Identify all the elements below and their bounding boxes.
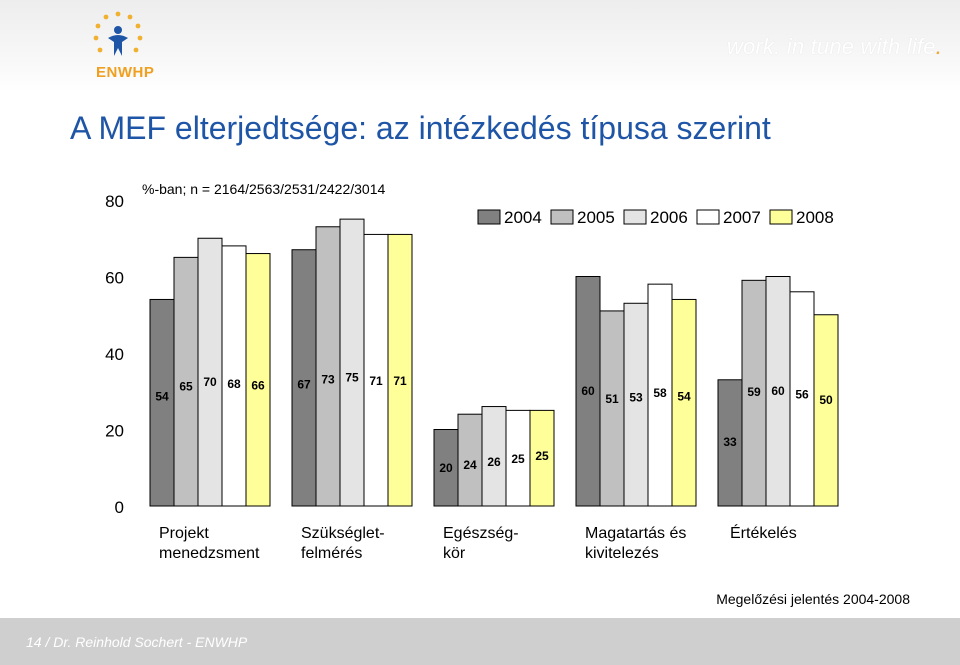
footer-text: 14 / Dr. Reinhold Sochert - ENWHP (26, 634, 248, 650)
bar-value-label: 56 (795, 388, 809, 402)
category-label: menedzsment (159, 545, 260, 562)
bar-2006 (197, 237, 223, 507)
bar-value-label: 75 (345, 371, 359, 385)
bar-2006 (623, 302, 649, 507)
page-title: A MEF elterjedtsége: az intézkedés típus… (70, 110, 771, 146)
category-label: Projekt (159, 525, 209, 542)
bar-value-label: 70 (203, 375, 217, 389)
bar-value-label: 54 (677, 389, 691, 403)
bar-value-label: 60 (581, 384, 595, 398)
bar-value-label: 54 (155, 389, 169, 403)
bar-2005 (599, 310, 625, 507)
bar-value-label: 51 (605, 392, 619, 406)
legend-label: 2008 (796, 208, 834, 227)
bar-2008 (529, 409, 555, 507)
bar-value-label: 71 (369, 374, 383, 388)
legend-label: 2004 (504, 208, 542, 227)
bar-2008 (387, 233, 413, 507)
bar-2007 (789, 291, 815, 507)
y-tick-label: 40 (105, 345, 124, 364)
bar-value-label: 53 (629, 390, 643, 404)
bar-value-label: 66 (251, 379, 265, 393)
bar-2008 (813, 314, 839, 507)
bar-2007 (363, 233, 389, 507)
legend-label: 2005 (577, 208, 615, 227)
bar-2007 (505, 409, 531, 507)
bar-2004 (575, 276, 601, 507)
category-label: felmérés (301, 545, 362, 562)
bar-2004 (717, 379, 743, 507)
y-tick-label: 0 (115, 498, 124, 517)
legend-swatch (550, 209, 574, 225)
bar-value-label: 67 (297, 378, 311, 392)
bar-2006 (765, 276, 791, 507)
bar-value-label: 50 (819, 393, 833, 407)
enwhp-logo-icon (93, 11, 143, 56)
footer-bar (0, 618, 960, 665)
legend-swatch (477, 209, 501, 225)
bar-2006 (339, 218, 365, 507)
tagline: work. in tune with life. (727, 34, 942, 60)
source-label: Megelőzési jelentés 2004-2008 (716, 591, 910, 607)
legend-swatch (769, 209, 793, 225)
legend-swatch (696, 209, 720, 225)
bar-2006 (481, 406, 507, 507)
bar-2007 (647, 283, 673, 507)
bar-2008 (671, 298, 697, 507)
bar-value-label: 71 (393, 374, 407, 388)
category-label: Értékelés (730, 523, 797, 542)
bar-value-label: 65 (179, 380, 193, 394)
legend-swatch (623, 209, 647, 225)
bar-value-label: 25 (535, 449, 549, 463)
bar-2005 (741, 279, 767, 507)
bar-value-label: 59 (747, 385, 761, 399)
header-bar (0, 0, 960, 92)
bar-value-label: 33 (723, 435, 737, 449)
category-label: Szükséglet- (301, 525, 385, 542)
tagline-text: work. in tune with life (726, 34, 936, 59)
bar-value-label: 25 (511, 452, 525, 466)
category-label: kivitelezés (585, 545, 659, 562)
bar-value-label: 24 (463, 458, 477, 472)
sample-size-note: %-ban; n = 2164/2563/2531/2422/3014 (142, 181, 386, 197)
category-label: Egészség- (443, 525, 519, 542)
bar-value-label: 68 (227, 377, 241, 391)
y-tick-label: 80 (105, 192, 124, 211)
y-tick-label: 20 (105, 422, 124, 441)
y-tick-label: 60 (105, 269, 124, 288)
bar-2004 (149, 298, 175, 507)
legend-label: 2007 (723, 208, 761, 227)
bar-value-label: 26 (487, 455, 501, 469)
bar-value-label: 73 (321, 372, 335, 386)
category-label: kör (443, 545, 466, 562)
bar-2008 (245, 253, 271, 507)
category-label: Magatartás és (585, 525, 686, 542)
logo-text: ENWHP (96, 64, 155, 81)
bar-2004 (433, 429, 459, 507)
tagline-dot: . (935, 34, 942, 59)
bar-value-label: 60 (771, 384, 785, 398)
bar-value-label: 58 (653, 386, 667, 400)
bar-value-label: 20 (439, 461, 453, 475)
legend-label: 2006 (650, 208, 688, 227)
bar-2005 (315, 226, 341, 507)
